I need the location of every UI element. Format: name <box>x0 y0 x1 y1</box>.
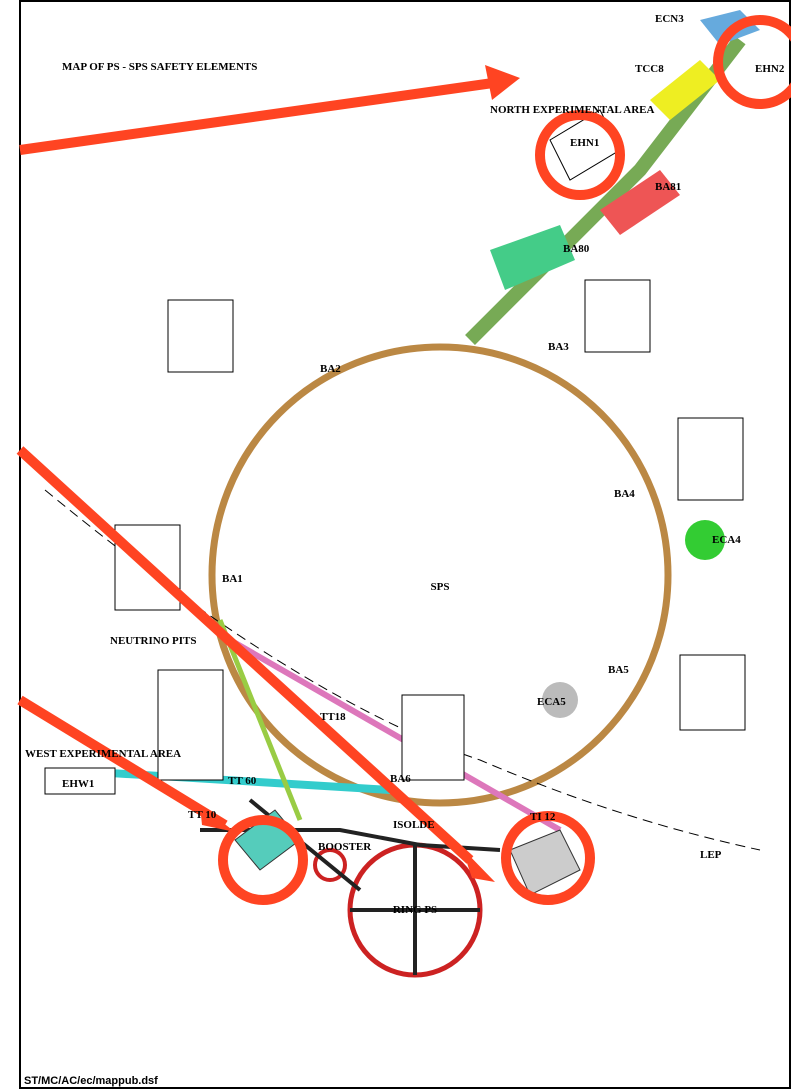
line-label: TT 60 <box>228 775 257 787</box>
area-label: NEUTRINO PITS <box>110 635 197 647</box>
area-label: EHN1 <box>570 137 599 149</box>
footer: ST/MC/AC/ec/mappub.dsf <box>24 1075 158 1087</box>
line-label: TT 10 <box>188 809 217 821</box>
area-label: ECA4 <box>712 534 741 546</box>
area-label: EHW1 <box>62 778 94 790</box>
area-label: WEST EXPERIMENTAL AREA <box>25 748 181 760</box>
area-label: BA80 <box>563 243 590 255</box>
area-label: BA6 <box>390 773 411 785</box>
area-label: BA5 <box>608 664 629 676</box>
area-label: ISOLDE <box>393 819 435 831</box>
ring-label: LEP <box>700 849 722 861</box>
line-label: TT18 <box>320 711 346 723</box>
ring-label: RING PS <box>393 904 437 916</box>
area-label: ECA5 <box>537 696 566 708</box>
area-label: BA2 <box>320 363 341 375</box>
area-label: NORTH EXPERIMENTAL AREA <box>490 104 654 116</box>
title: MAP OF PS - SPS SAFETY ELEMENTS <box>62 61 257 73</box>
area-label: BA81 <box>655 181 681 193</box>
ring-label: SPS <box>431 581 450 593</box>
map: MAP OF PS - SPS SAFETY ELEMENTS SPS LEP … <box>0 0 791 1089</box>
area-label: BA3 <box>548 341 569 353</box>
area-label: EHN2 <box>755 63 785 75</box>
area-label: BA1 <box>222 573 243 585</box>
ring-label: BOOSTER <box>318 841 372 853</box>
area-label: ECN3 <box>655 13 684 25</box>
area-label: TCC8 <box>635 63 664 75</box>
line-label: TI 12 <box>530 811 556 823</box>
area-label: BA4 <box>614 488 635 500</box>
